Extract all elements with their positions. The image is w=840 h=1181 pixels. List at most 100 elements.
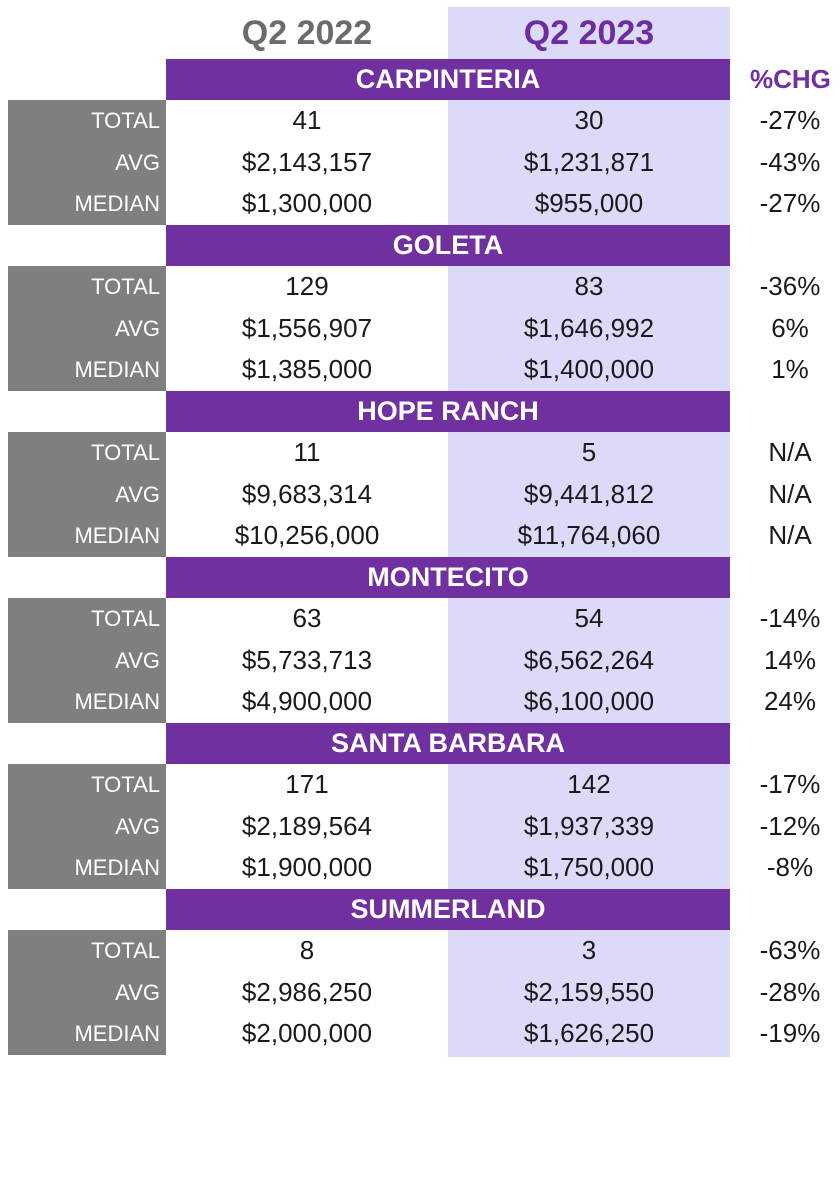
value-q2-2023: $11,764,060 bbox=[517, 520, 661, 551]
metric-label: AVG bbox=[115, 315, 160, 341]
region-section-summerland: SUMMERLAND TOTAL 8 3 -63% AVG $2,986,250… bbox=[0, 889, 840, 1055]
metric-label: TOTAL bbox=[91, 606, 160, 631]
table-row: MEDIAN $1,900,000 $1,750,000 -8% bbox=[0, 847, 840, 889]
value-q2-2022: 63 bbox=[292, 603, 322, 633]
value-q2-2022: 11 bbox=[293, 437, 321, 467]
value-pct-change: 24% bbox=[763, 686, 817, 717]
metric-label: AVG bbox=[115, 481, 160, 507]
column-headers: Q2 2022 Q2 2023 bbox=[0, 7, 840, 59]
metric-label: MEDIAN bbox=[74, 855, 160, 881]
value-q2-2023: $1,750,000 bbox=[523, 852, 655, 883]
value-q2-2022: $1,385,000 bbox=[241, 354, 373, 385]
metric-label: TOTAL bbox=[91, 274, 160, 299]
value-pct-change: N/A bbox=[768, 437, 812, 467]
value-q2-2022: $9,683,314 bbox=[241, 478, 373, 509]
value-q2-2023: 142 bbox=[567, 769, 611, 799]
table-row: MEDIAN $2,000,000 $1,626,250 -19% bbox=[0, 1013, 840, 1055]
metric-label-block bbox=[8, 764, 166, 889]
value-q2-2022: $1,900,000 bbox=[241, 852, 373, 883]
table-row: MEDIAN $4,900,000 $6,100,000 24% bbox=[0, 681, 840, 723]
value-q2-2023: 3 bbox=[581, 935, 597, 965]
value-q2-2023: $9,441,812 bbox=[523, 478, 655, 509]
value-q2-2022: 41 bbox=[292, 105, 322, 135]
metric-label: AVG bbox=[115, 813, 160, 839]
metric-label: MEDIAN bbox=[74, 357, 160, 383]
value-q2-2023: $1,626,250 bbox=[523, 1018, 655, 1049]
table-row: AVG $2,143,157 $1,231,871 -43% bbox=[0, 142, 840, 184]
value-q2-2022: $1,556,907 bbox=[241, 312, 373, 343]
value-q2-2023: 30 bbox=[574, 105, 604, 135]
region-section-montecito: MONTECITO TOTAL 63 54 -14% AVG $5,733,71… bbox=[0, 557, 840, 723]
value-q2-2023: $955,000 bbox=[534, 188, 644, 219]
value-q2-2023: $2,159,550 bbox=[523, 976, 655, 1007]
value-q2-2022: $2,986,250 bbox=[241, 976, 373, 1007]
header-q2-2022: Q2 2022 bbox=[241, 14, 373, 52]
value-pct-change: -36% bbox=[759, 271, 821, 301]
value-pct-change: 6% bbox=[771, 312, 809, 343]
region-title: SUMMERLAND bbox=[166, 889, 730, 930]
metric-label: TOTAL bbox=[91, 772, 160, 797]
value-q2-2022: $1,300,000 bbox=[241, 188, 373, 219]
value-q2-2022: $2,000,000 bbox=[241, 1018, 373, 1049]
table-row: TOTAL 41 30 -27% bbox=[0, 100, 840, 142]
region-section-carpinteria: CARPINTERIA %CHG TOTAL 41 30 -27% AVG $2… bbox=[0, 59, 840, 225]
metric-label: MEDIAN bbox=[74, 689, 160, 715]
region-title: MONTECITO bbox=[166, 557, 730, 598]
metric-label: MEDIAN bbox=[74, 191, 160, 217]
metric-label-block bbox=[8, 100, 166, 225]
table-row: TOTAL 63 54 -14% bbox=[0, 598, 840, 640]
metric-label: AVG bbox=[115, 647, 160, 673]
value-pct-change: -27% bbox=[759, 188, 821, 219]
value-pct-change: -63% bbox=[759, 935, 821, 965]
value-q2-2022: 171 bbox=[285, 769, 329, 799]
metric-label-block bbox=[8, 930, 166, 1055]
q2-2023-column-background bbox=[448, 7, 730, 1057]
table-row: AVG $1,556,907 $1,646,992 6% bbox=[0, 308, 840, 350]
table-row: MEDIAN $10,256,000 $11,764,060 N/A bbox=[0, 515, 840, 557]
region-section-santa-barbara: SANTA BARBARA TOTAL 171 142 -17% AVG $2,… bbox=[0, 723, 840, 889]
metric-label: TOTAL bbox=[91, 108, 160, 133]
metric-label: MEDIAN bbox=[74, 523, 160, 549]
region-title: CARPINTERIA bbox=[166, 59, 730, 100]
table-row: AVG $2,986,250 $2,159,550 -28% bbox=[0, 972, 840, 1014]
metric-label: AVG bbox=[115, 149, 160, 175]
region-title: SANTA BARBARA bbox=[166, 723, 730, 764]
value-q2-2023: $1,937,339 bbox=[523, 810, 655, 841]
region-title: HOPE RANCH bbox=[166, 391, 730, 432]
value-pct-change: -17% bbox=[759, 769, 821, 799]
value-pct-change: -12% bbox=[759, 810, 821, 841]
table-row: MEDIAN $1,300,000 $955,000 -27% bbox=[0, 183, 840, 225]
table-row: MEDIAN $1,385,000 $1,400,000 1% bbox=[0, 349, 840, 391]
value-q2-2022: 129 bbox=[285, 271, 329, 301]
header-pct-change: %CHG bbox=[750, 64, 831, 94]
metric-label: TOTAL bbox=[91, 938, 160, 963]
table-row: TOTAL 129 83 -36% bbox=[0, 266, 840, 308]
value-q2-2023: 83 bbox=[574, 271, 604, 301]
value-q2-2023: $6,100,000 bbox=[523, 686, 655, 717]
region-section-hope-ranch: HOPE RANCH TOTAL 11 5 N/A AVG $9,683,314… bbox=[0, 391, 840, 557]
table-row: AVG $9,683,314 $9,441,812 N/A bbox=[0, 474, 840, 516]
value-pct-change: -27% bbox=[759, 105, 821, 135]
region-title: GOLETA bbox=[166, 225, 730, 266]
metric-label: MEDIAN bbox=[74, 1021, 160, 1047]
value-q2-2023: 5 bbox=[581, 437, 597, 467]
value-q2-2023: $1,400,000 bbox=[523, 354, 655, 385]
table-row: AVG $5,733,713 $6,562,264 14% bbox=[0, 640, 840, 682]
value-q2-2022: $4,900,000 bbox=[241, 686, 373, 717]
value-pct-change: -43% bbox=[759, 146, 821, 177]
value-pct-change: N/A bbox=[768, 520, 812, 551]
value-pct-change: -19% bbox=[759, 1018, 821, 1049]
value-pct-change: -8% bbox=[766, 852, 814, 883]
table-row: TOTAL 171 142 -17% bbox=[0, 764, 840, 806]
value-pct-change: -28% bbox=[759, 976, 821, 1007]
value-pct-change: 14% bbox=[763, 644, 817, 675]
value-pct-change: -14% bbox=[759, 603, 821, 633]
value-q2-2023: $6,562,264 bbox=[523, 644, 655, 675]
value-q2-2022: $5,733,713 bbox=[241, 644, 373, 675]
table-row: AVG $2,189,564 $1,937,339 -12% bbox=[0, 806, 840, 848]
value-q2-2023: 54 bbox=[574, 603, 604, 633]
value-q2-2023: $1,646,992 bbox=[523, 312, 655, 343]
value-q2-2022: $2,189,564 bbox=[241, 810, 373, 841]
value-q2-2022: 8 bbox=[299, 935, 315, 965]
metric-label: TOTAL bbox=[91, 440, 160, 465]
